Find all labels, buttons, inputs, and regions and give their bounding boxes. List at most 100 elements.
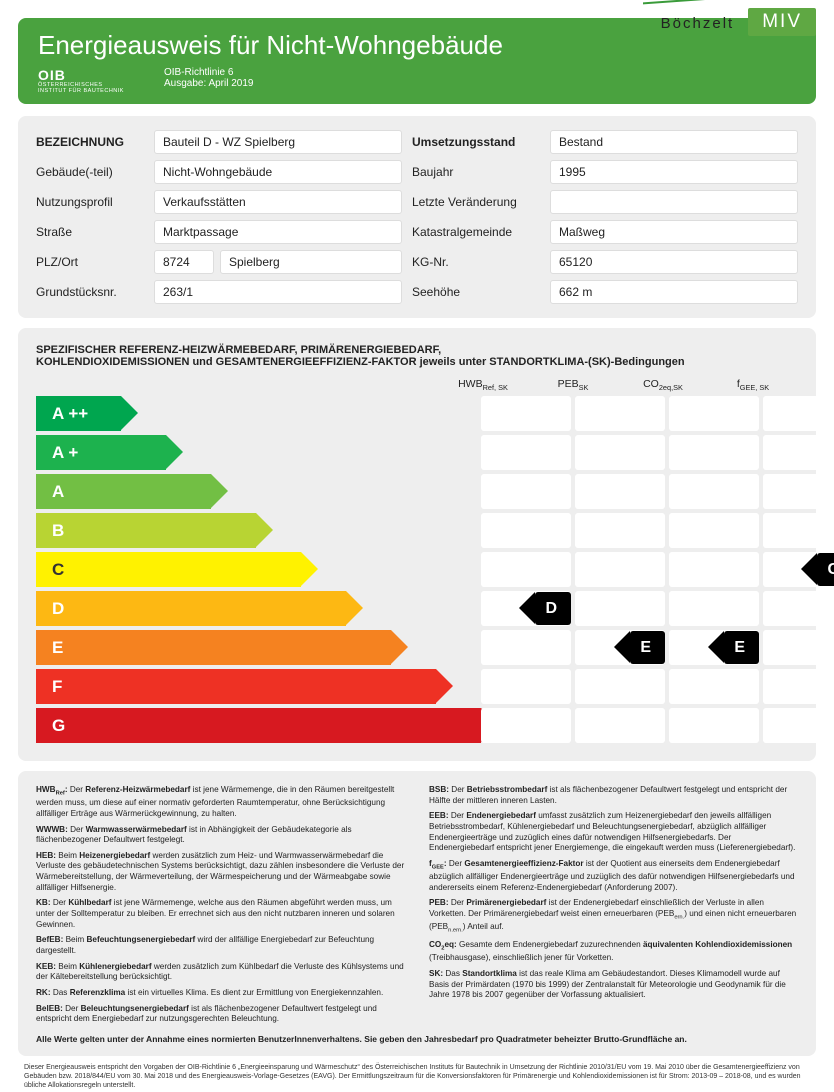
energy-class-arrow: D <box>36 591 346 626</box>
chart-column-header: CO2eq,SK <box>618 378 708 392</box>
chart-cell <box>669 708 759 743</box>
definition-item: SK: Das Standortklima ist das reale Klim… <box>429 969 798 1001</box>
chart-cell <box>481 669 571 704</box>
energy-chart-panel: SPEZIFISCHER REFERENZ-HEIZWÄRMEBEDARF, P… <box>18 328 816 761</box>
chart-cell <box>763 474 834 509</box>
chart-cell <box>481 708 571 743</box>
chart-cell <box>575 669 665 704</box>
energy-class-arrow: B <box>36 513 256 548</box>
definition-item: fGEE: Der Gesamtenergieeffizienz-Faktor … <box>429 859 798 893</box>
chart-cell <box>481 396 571 431</box>
rating-marker: E <box>630 631 665 664</box>
chart-cell <box>669 435 759 470</box>
chart-cell <box>575 435 665 470</box>
chart-cell <box>481 630 571 665</box>
energy-class-arrow: G <box>36 708 481 743</box>
chart-column-header: HWBRef, SK <box>438 378 528 392</box>
rating-marker: D <box>535 592 571 625</box>
definitions-panel: HWBRef: Der Referenz-Heizwärmebedarf ist… <box>18 771 816 1056</box>
field-letzte-veraenderung <box>550 190 798 214</box>
label-baujahr: Baujahr <box>412 165 540 179</box>
chart-cell <box>669 552 759 587</box>
chart-cell <box>763 708 834 743</box>
oib-logo: OIB ÖSTERREICHISCHES INSTITUT FÜR BAUTEC… <box>38 67 124 94</box>
rating-marker: E <box>724 631 759 664</box>
definition-item: EEB: Der Endenergiebedarf umfasst zusätz… <box>429 811 798 854</box>
chart-column-header: PEBSK <box>528 378 618 392</box>
label-nutzungsprofil: Nutzungsprofil <box>36 195 144 209</box>
label-katastralgemeinde: Katastralgemeinde <box>412 225 540 239</box>
all-values-note: Alle Werte gelten unter der Annahme eine… <box>36 1034 798 1044</box>
chart-cell <box>763 513 834 548</box>
field-nutzungsprofil: Verkaufsstätten <box>154 190 402 214</box>
definition-item: PEB: Der Primärenergiebedarf ist der End… <box>429 898 798 935</box>
field-bezeichnung: Bauteil D - WZ Spielberg <box>154 130 402 154</box>
definition-item: RK: Das Referenzklima ist ein virtuelles… <box>36 988 405 999</box>
chart-cell <box>763 435 834 470</box>
label-gebaeudeteil: Gebäude(-teil) <box>36 165 144 179</box>
definition-item: KB: Der Kühlbedarf ist jene Wärmemenge, … <box>36 898 405 930</box>
chart-cell <box>481 513 571 548</box>
definition-item: BefEB: Beim Befeuchtungsenergiebedarf wi… <box>36 935 405 956</box>
label-umsetzungsstand: Umsetzungsstand <box>412 135 540 149</box>
label-letzte-veraenderung: Letzte Veränderung <box>412 195 540 209</box>
chart-cell <box>575 513 665 548</box>
definition-item: CO2eq: Gesamte dem Endenergiebedarf zuzu… <box>429 940 798 964</box>
label-strasse: Straße <box>36 225 144 239</box>
chart-cell <box>669 591 759 626</box>
label-plzort: PLZ/Ort <box>36 255 144 269</box>
definitions-left: HWBRef: Der Referenz-Heizwärmebedarf ist… <box>36 785 405 1030</box>
definitions-right: BSB: Der Betriebsstrombedarf ist als flä… <box>429 785 798 1030</box>
field-grundstuecksnr: 263/1 <box>154 280 402 304</box>
chart-cell <box>763 630 834 665</box>
label-kgnr: KG-Nr. <box>412 255 540 269</box>
field-seehoehe: 662 m <box>550 280 798 304</box>
chart-cell <box>575 552 665 587</box>
guideline-info: OIB-Richtlinie 6 Ausgabe: April 2019 <box>164 67 254 89</box>
energy-class-arrow: F <box>36 669 436 704</box>
definition-item: BelEB: Der Beleuchtungsenergiebedarf ist… <box>36 1004 405 1025</box>
chart-cell <box>575 474 665 509</box>
chart-column-header: fGEE, SK <box>708 378 798 392</box>
field-baujahr: 1995 <box>550 160 798 184</box>
chart-cell <box>575 591 665 626</box>
definition-item: KEB: Beim Kühlenergiebedarf werden zusät… <box>36 962 405 983</box>
definition-item: WWWB: Der Warmwasserwärmebedarf ist in A… <box>36 825 405 846</box>
field-kgnr: 65120 <box>550 250 798 274</box>
chart-cell <box>575 396 665 431</box>
energy-class-arrow: E <box>36 630 391 665</box>
field-umsetzungsstand: Bestand <box>550 130 798 154</box>
chart-cell <box>763 396 834 431</box>
field-strasse: Marktpassage <box>154 220 402 244</box>
energy-class-arrow: A <box>36 474 211 509</box>
chart-cell <box>481 552 571 587</box>
chart-title-2: KOHLENDIOXIDEMISSIONEN und GESAMTENERGIE… <box>36 356 798 368</box>
field-gebaeudeteil: Nicht-Wohngebäude <box>154 160 402 184</box>
chart-cell <box>669 396 759 431</box>
energy-class-arrow: A + <box>36 435 166 470</box>
chart-cell <box>575 708 665 743</box>
chart-cell <box>669 474 759 509</box>
brand-logo: Böchzelt MIV <box>653 8 816 36</box>
definition-item: HWBRef: Der Referenz-Heizwärmebedarf ist… <box>36 785 405 819</box>
energy-class-arrow: A ++ <box>36 396 121 431</box>
chart-cell <box>763 591 834 626</box>
rating-marker: C <box>817 553 834 586</box>
chart-cell <box>669 669 759 704</box>
definition-item: BSB: Der Betriebsstrombedarf ist als flä… <box>429 785 798 806</box>
label-grundstuecksnr: Grundstücksnr. <box>36 285 144 299</box>
energy-class-arrow: C <box>36 552 301 587</box>
field-plz: 8724 <box>154 250 214 274</box>
chart-cell <box>763 669 834 704</box>
chart-column-headers: HWBRef, SKPEBSKCO2eq,SKfGEE, SK <box>36 378 798 392</box>
building-info-panel: BEZEICHNUNG Bauteil D - WZ Spielberg Ums… <box>18 116 816 318</box>
chart-class-arrows: A ++ A + ABCDEFG <box>36 396 481 743</box>
chart-title-1: SPEZIFISCHER REFERENZ-HEIZWÄRMEBEDARF, P… <box>36 344 798 356</box>
label-bezeichnung: BEZEICHNUNG <box>36 135 144 149</box>
chart-cell <box>669 513 759 548</box>
footnote: Dieser Energieausweis entspricht den Vor… <box>18 1062 816 1092</box>
field-ort: Spielberg <box>220 250 402 274</box>
chart-cell <box>481 474 571 509</box>
chart-cell <box>481 435 571 470</box>
label-seehoehe: Seehöhe <box>412 285 540 299</box>
